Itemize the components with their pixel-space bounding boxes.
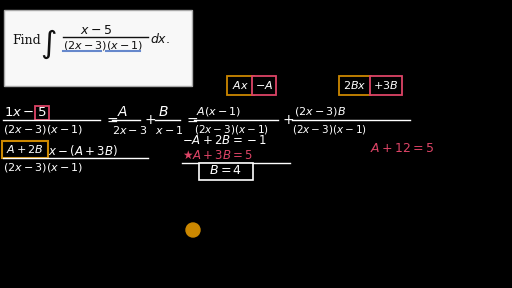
Text: $+$: $+$: [282, 113, 294, 127]
Text: $\bigstar A+3B = 5$: $\bigstar A+3B = 5$: [182, 149, 253, 162]
FancyBboxPatch shape: [34, 105, 49, 120]
Text: $Ax$: $Ax$: [231, 79, 248, 91]
Text: $B = 4$: $B = 4$: [209, 164, 243, 177]
FancyBboxPatch shape: [227, 76, 254, 95]
FancyBboxPatch shape: [370, 76, 402, 95]
Text: $+$: $+$: [144, 113, 156, 127]
Text: $2Bx$: $2Bx$: [344, 79, 367, 91]
FancyBboxPatch shape: [2, 141, 48, 158]
Text: $A+2B$: $A+2B$: [6, 143, 44, 155]
Text: $=$: $=$: [104, 113, 119, 127]
Text: $\int$: $\int$: [40, 27, 57, 61]
Text: $dx.$: $dx.$: [150, 32, 170, 46]
Text: $+3B$: $+3B$: [373, 79, 399, 91]
Text: $-A+2B = -1$: $-A+2B = -1$: [182, 134, 267, 147]
Text: $x-1$: $x-1$: [155, 124, 183, 136]
Text: $(2x-3)B$: $(2x-3)B$: [294, 105, 346, 118]
Text: $(2x-3)(x-1)$: $(2x-3)(x-1)$: [3, 124, 83, 137]
Text: $-A$: $-A$: [255, 79, 273, 91]
Text: Find: Find: [12, 35, 41, 48]
FancyBboxPatch shape: [252, 76, 276, 95]
Text: $B$: $B$: [158, 105, 168, 119]
FancyBboxPatch shape: [339, 76, 371, 95]
Text: $A(x-1)$: $A(x-1)$: [196, 105, 241, 118]
Text: $2x-3$: $2x-3$: [112, 124, 147, 136]
Text: $=$: $=$: [184, 113, 199, 127]
Text: $x - (A+3B)$: $x - (A+3B)$: [48, 143, 118, 158]
Text: $(2x-3)(x-1)$: $(2x-3)(x-1)$: [194, 124, 269, 137]
Text: $(2x-3)(x-1)$: $(2x-3)(x-1)$: [292, 124, 367, 137]
Text: $(2x-3)(x-1)$: $(2x-3)(x-1)$: [63, 39, 143, 52]
Text: $1x-$: $1x-$: [4, 105, 34, 118]
Text: $A$: $A$: [117, 105, 129, 119]
Text: $5$: $5$: [37, 105, 47, 118]
FancyBboxPatch shape: [199, 163, 253, 180]
Text: $A+12 = 5$: $A+12 = 5$: [370, 141, 435, 154]
Text: $(2x-3)(x-1)$: $(2x-3)(x-1)$: [3, 162, 83, 175]
Circle shape: [186, 223, 200, 237]
Text: $x-5$: $x-5$: [80, 24, 112, 37]
FancyBboxPatch shape: [4, 10, 192, 86]
